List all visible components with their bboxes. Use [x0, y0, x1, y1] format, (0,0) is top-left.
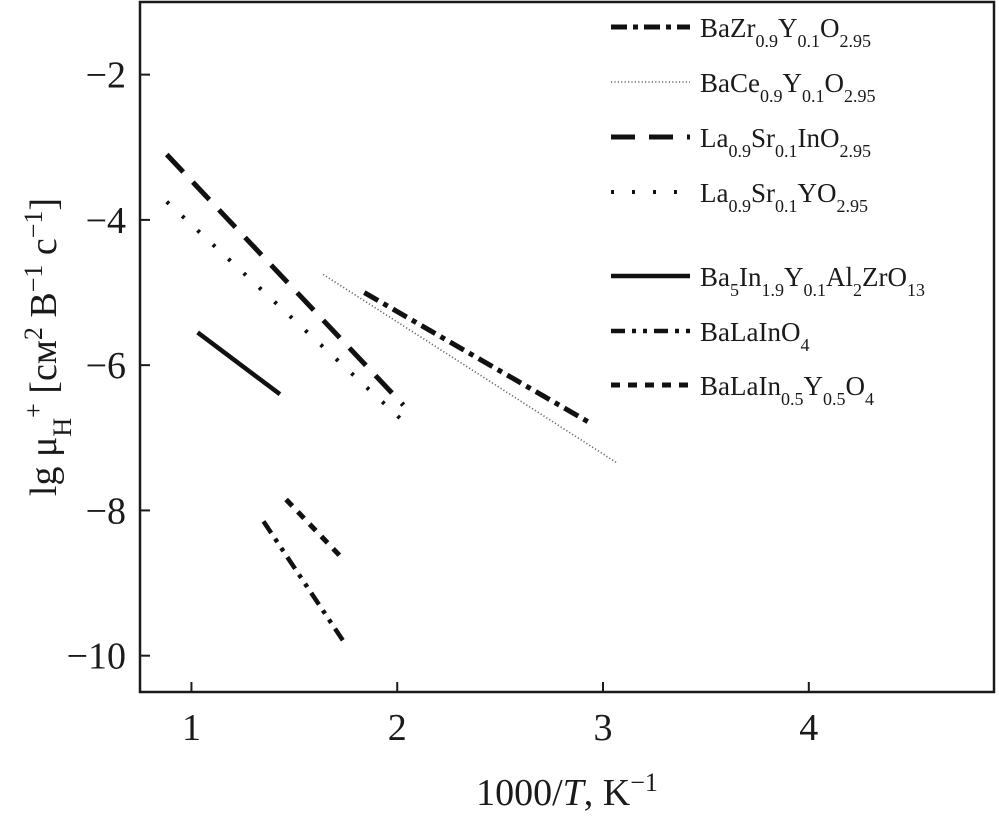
legend-entry-label: BaCe0.9Y0.1O2.95	[700, 68, 876, 106]
x-tick-label: 1	[182, 707, 201, 749]
x-tick-label: 3	[594, 707, 613, 749]
series-line-3	[164, 152, 406, 407]
legend-entry-label: La0.9Sr0.1YO2.95	[700, 178, 868, 216]
y-tick-label: −4	[86, 200, 126, 242]
series-line-6	[261, 520, 348, 647]
legend-entry-label: BaLaIn0.5Y0.5O4	[700, 371, 874, 409]
x-tick-label: 4	[799, 707, 818, 749]
legend-entry-label: Ba5In1.9Y0.1Al2ZrO13	[700, 262, 925, 300]
series-line-1	[363, 290, 592, 426]
y-tick-label: −10	[67, 636, 126, 678]
legend-entry-label: BaLaInO4	[700, 317, 809, 355]
legend-entry-label: BaZr0.9Y0.1O2.95	[700, 13, 871, 51]
y-axis-label: lg μH+ [см2 В−1 с−1]	[19, 198, 77, 496]
series-line-2	[322, 273, 618, 464]
series-line-5	[196, 330, 282, 397]
y-tick-label: −6	[86, 345, 126, 387]
legend-entry-label: La0.9Sr0.1InO2.95	[700, 123, 871, 161]
y-tick-label: −2	[86, 55, 126, 97]
legend: BaZr0.9Y0.1O2.95 BaCe0.9Y0.1O2.95 La0.9Sr0…	[611, 13, 925, 409]
axis-ticks: 1 2 3 4 −2 −4 −6 −8 −10	[67, 55, 819, 749]
y-tick-label: −8	[86, 490, 126, 532]
x-tick-label: 2	[388, 707, 407, 749]
x-axis-label: 1000/T, K−1	[476, 768, 658, 815]
series-line-7	[284, 497, 344, 560]
series-lines	[164, 152, 618, 647]
series-line-4	[165, 200, 413, 431]
plot-frame	[138, 0, 996, 694]
